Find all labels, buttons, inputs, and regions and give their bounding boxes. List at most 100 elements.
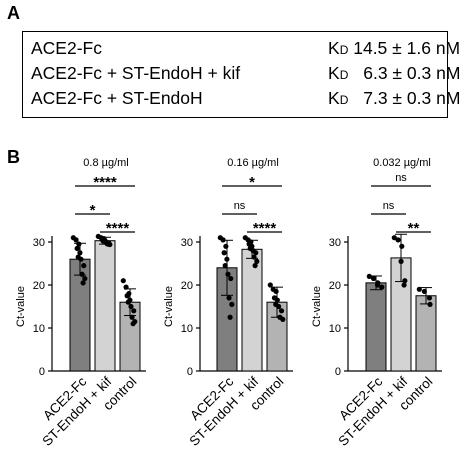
data-point: [402, 278, 408, 284]
chart-title: 0.8 µg/ml: [83, 157, 128, 169]
kd-row: ACE2-Fc KD 14.5 ± 1.6 nM: [23, 38, 460, 62]
kd-subscript: D: [339, 68, 349, 82]
y-tick-label: 20: [181, 280, 193, 292]
data-point: [73, 237, 79, 243]
kd-value: 7.3 ± 0.3 nM: [363, 88, 461, 108]
data-point: [220, 237, 226, 243]
data-point: [395, 237, 401, 243]
data-point: [280, 316, 286, 322]
kd-subscript: D: [339, 43, 349, 57]
data-point: [80, 280, 86, 286]
y-tick-label: 10: [181, 323, 193, 335]
data-point: [229, 301, 235, 307]
y-tick-label: 10: [33, 323, 45, 335]
data-point: [370, 275, 377, 282]
kd-row-label: ACE2-Fc + ST-EndoH: [31, 88, 203, 108]
kd-row-value: KD 6.3 ± 0.3 nM: [328, 63, 460, 84]
data-point: [223, 243, 229, 249]
data-point: [128, 303, 134, 310]
data-point: [81, 263, 87, 269]
kd-symbol: K: [328, 88, 340, 108]
data-point: [131, 308, 137, 314]
data-point: [129, 314, 135, 320]
data-point: [227, 314, 233, 320]
significance-label: ns: [383, 200, 395, 212]
chart-title: 0.032 µg/ml: [373, 157, 431, 169]
bar: [241, 248, 263, 372]
bar: [69, 258, 91, 372]
bar: [415, 295, 437, 372]
y-tick-label: 0: [187, 366, 193, 378]
significance-label: ****: [93, 174, 117, 191]
data-point: [426, 295, 433, 301]
y-tick-label: 0: [39, 366, 45, 378]
significance-label: ns: [395, 172, 407, 184]
y-tick-label: 10: [329, 323, 341, 335]
kd-value: 14.5 ± 1.6 nM: [353, 38, 461, 58]
y-tick-label: 0: [335, 366, 341, 378]
y-tick-label: 20: [329, 280, 341, 292]
y-tick-label: 20: [33, 280, 45, 292]
data-point: [125, 299, 131, 305]
data-point: [278, 308, 285, 314]
significance-label: *: [249, 174, 255, 191]
data-point: [82, 275, 88, 282]
kd-row: ACE2-Fc + ST-EndoH + kif KD 6.3 ± 0.3 nM: [23, 63, 460, 87]
kd-table: ACE2-Fc KD 14.5 ± 1.6 nM ACE2-Fc + ST-En…: [22, 31, 460, 118]
data-point: [276, 303, 282, 310]
data-point: [226, 295, 232, 301]
significance-label: *: [90, 202, 96, 219]
data-point: [124, 293, 130, 299]
y-tick-label: 30: [329, 237, 341, 249]
significance-label: ****: [106, 220, 130, 237]
data-point: [105, 241, 111, 247]
kd-subscript: D: [339, 93, 349, 107]
panel-b-letter: B: [7, 147, 20, 167]
significance-label: ns: [234, 200, 246, 212]
data-point: [398, 258, 404, 264]
data-point: [416, 286, 422, 292]
data-point: [130, 321, 136, 327]
kd-row-label: ACE2-Fc + ST-EndoH + kif: [31, 63, 241, 83]
data-point: [120, 278, 126, 284]
data-point: [366, 273, 372, 279]
data-point: [224, 256, 230, 262]
kd-row-label: ACE2-Fc: [31, 38, 102, 58]
y-tick-label: 30: [33, 237, 45, 249]
chart-title: 0.16 µg/ml: [227, 157, 279, 169]
bar: [365, 282, 387, 372]
data-point: [221, 250, 227, 256]
data-point: [273, 288, 279, 295]
y-tick-label: 30: [181, 237, 193, 249]
kd-value: 6.3 ± 0.3 nM: [363, 63, 461, 83]
significance-label: ****: [253, 220, 277, 237]
data-point: [379, 284, 385, 290]
data-point: [123, 284, 129, 290]
bar: [94, 240, 116, 372]
significance-label: **: [408, 220, 420, 237]
data-point: [252, 263, 258, 269]
data-point: [76, 241, 82, 247]
data-point: [267, 282, 273, 288]
data-point: [228, 275, 234, 282]
kd-row: ACE2-Fc + ST-EndoH KD 7.3 ± 0.3 nM: [23, 88, 460, 112]
data-point: [391, 235, 397, 241]
data-point: [251, 254, 257, 260]
data-point: [222, 263, 228, 269]
data-point: [74, 245, 80, 252]
y-axis-label: Ct-value: [311, 286, 323, 327]
kd-row-value: KD 14.5 ± 1.6 nM: [328, 38, 460, 59]
data-point: [274, 297, 280, 303]
data-point: [401, 282, 407, 288]
data-point: [374, 282, 381, 288]
kd-symbol: K: [328, 38, 340, 58]
data-point: [225, 271, 231, 277]
y-axis-label: Ct-value: [15, 286, 27, 327]
y-axis-label: Ct-value: [163, 286, 175, 327]
data-point: [254, 258, 260, 264]
kd-symbol: K: [328, 63, 340, 83]
kd-row-value: KD 7.3 ± 0.3 nM: [328, 88, 460, 109]
panel-a-letter: A: [7, 3, 20, 23]
data-point: [421, 288, 427, 295]
